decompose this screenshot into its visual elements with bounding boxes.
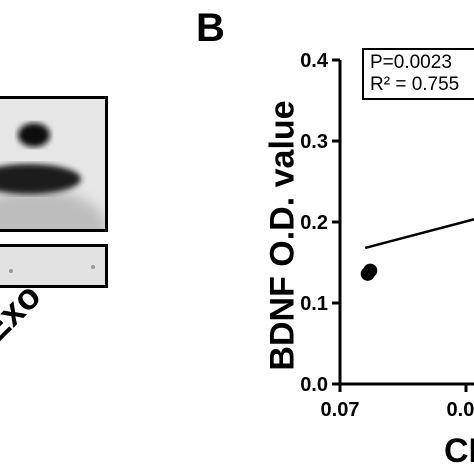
y-tick-label: 0.1: [300, 293, 328, 315]
y-tick-label: 0.2: [300, 212, 328, 234]
regression-line: [364, 218, 474, 250]
data-point: [363, 263, 378, 278]
p-value-text: P=0.0023: [370, 52, 452, 73]
panel-label-b: B: [196, 6, 225, 50]
y-tick-label: 0.4: [300, 50, 329, 72]
x-axis-label: CI: [444, 432, 474, 470]
blot-bands-image: [0, 99, 105, 229]
y-tick-label: 0.0: [300, 374, 328, 396]
y-tick-label: 0.3: [300, 131, 328, 153]
blot-upper-panel: [0, 96, 108, 232]
x-tick-label: 0.08: [447, 399, 474, 421]
stats-box: P=0.0023 R² = 0.755: [362, 48, 474, 100]
blot-loading-control-image: [0, 247, 105, 285]
r-squared-text: R² = 0.755: [370, 74, 460, 95]
x-tick-label: 0.07: [321, 399, 360, 421]
blot-lower-panel: [0, 244, 108, 288]
